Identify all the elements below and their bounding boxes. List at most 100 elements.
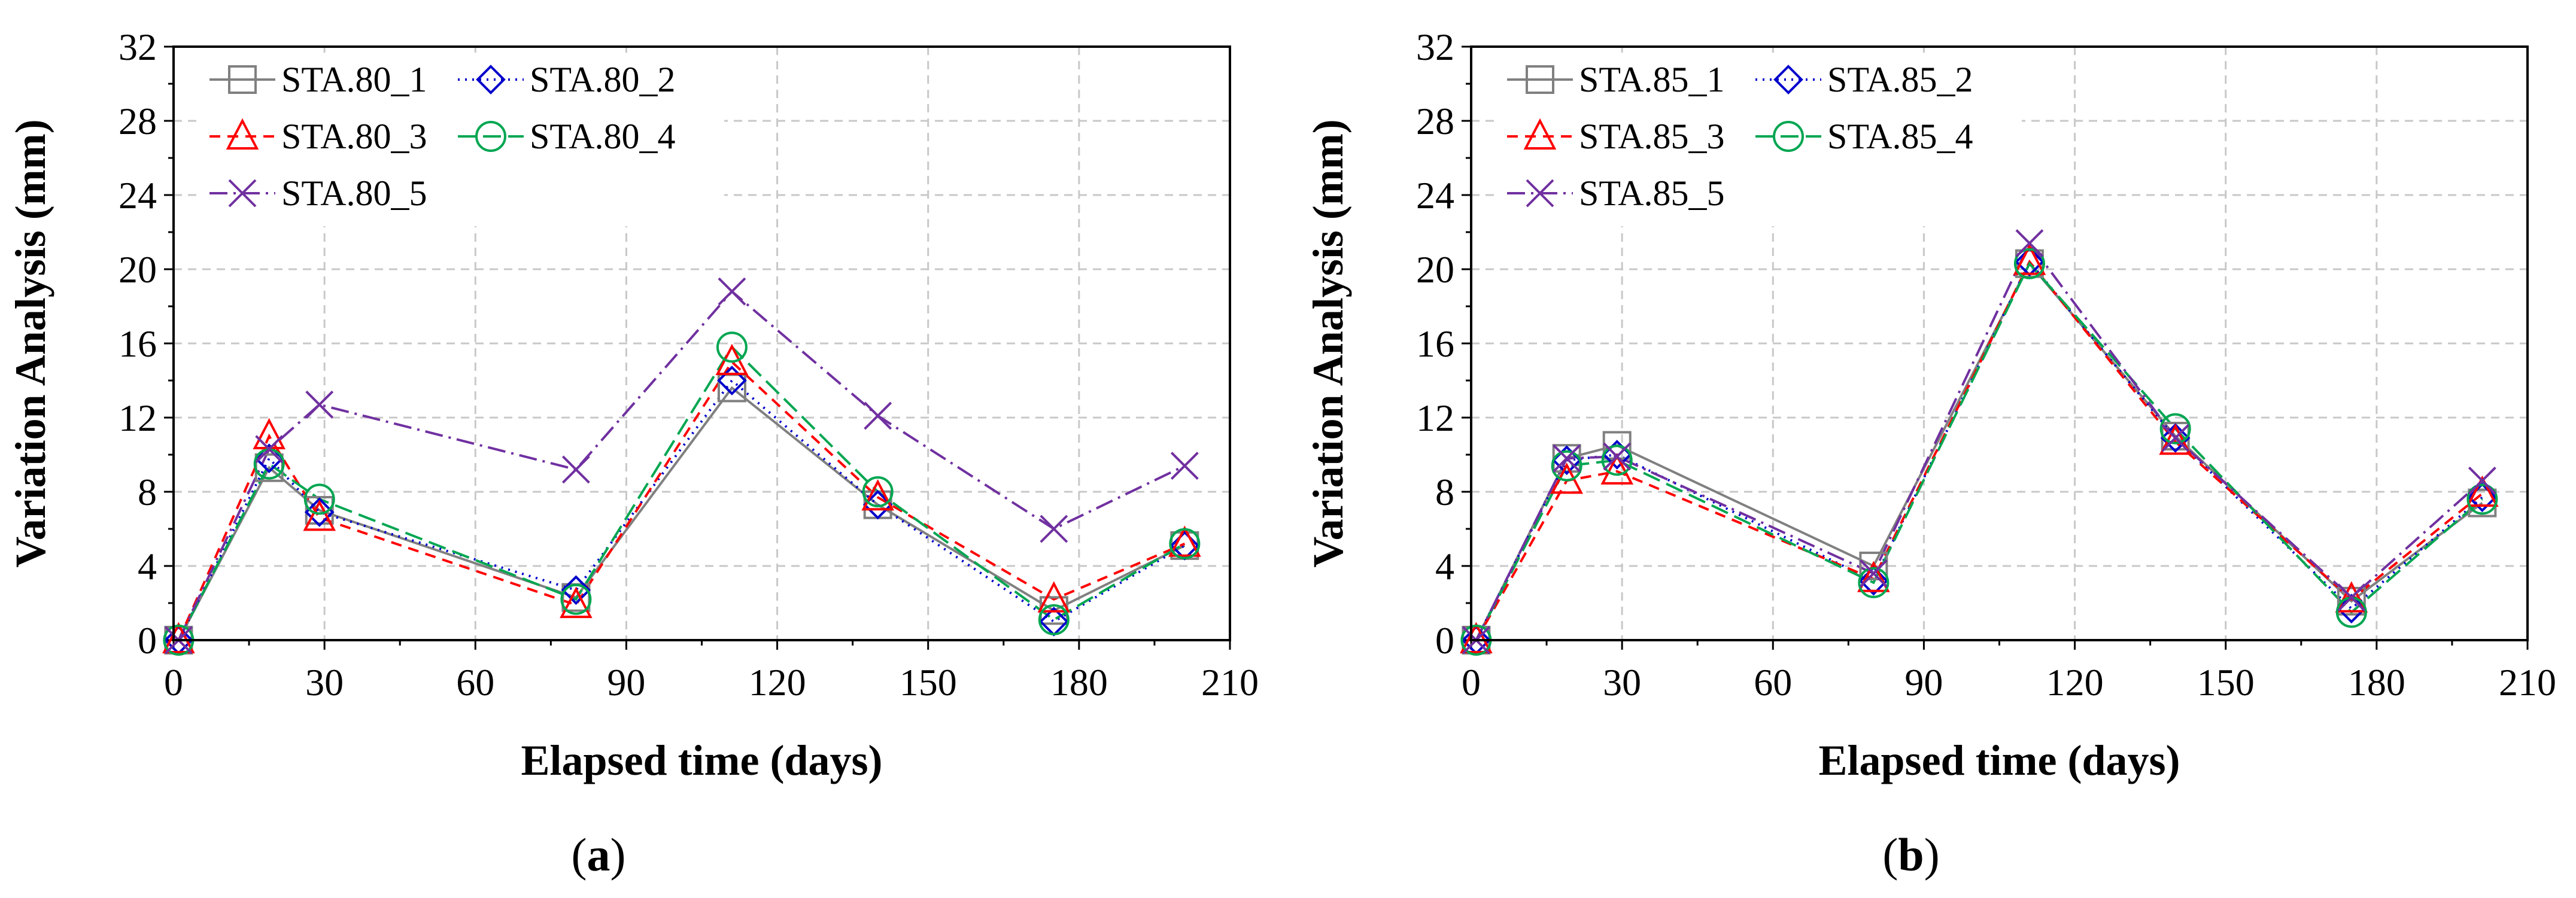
data-point-STA.85_4 [2466,483,2498,515]
caption-paren-open: ( [572,829,587,881]
data-point-STA.80_3 [861,479,894,511]
x-tick-label: 0 [1462,661,1481,704]
data-point-STA.80_5 [864,401,892,430]
y-tick-label: 28 [1416,100,1454,142]
data-point-STA.85_5 [2015,229,2044,258]
x-tick-label: 60 [1754,661,1792,704]
series-line-STA.80_2 [177,379,1186,641]
x-tick-label: 150 [900,661,957,704]
series-line-STA.85_2 [1475,259,2483,641]
data-point-STA.85_4 [1551,450,1582,482]
data-point-STA.80_5 [718,277,746,306]
y-tick-label: 0 [1435,619,1454,662]
data-point-STA.85_3 [1460,622,1493,653]
data-point-STA.85_3 [1600,453,1634,485]
data-point-STA.85_1 [1602,431,1632,460]
legend-label: STA.85_5 [1579,173,1725,213]
data-point-STA.80_3 [1168,525,1201,557]
y-tick-label: 20 [119,248,157,291]
data-point-STA.80_5 [255,435,284,464]
legend-label: STA.80_3 [281,117,427,156]
series-line-STA.85_5 [1475,241,2483,641]
data-point-STA.80_4 [1169,528,1201,559]
data-point-STA.80_2 [561,575,591,605]
legend-label: STA.85_1 [1579,60,1725,99]
data-point-STA.85_4 [1858,567,1890,598]
y-tick-label: 28 [119,100,157,142]
y-tick-label: 16 [119,322,157,365]
data-point-STA.80_3 [303,500,336,531]
x-tick-label: 60 [456,661,494,704]
data-point-STA.80_1 [305,496,334,525]
data-point-STA.85_3 [2013,243,2046,275]
data-point-STA.85_2 [1858,565,1889,596]
data-point-STA.85_4 [2013,248,2045,279]
y-tick-label: 20 [1416,248,1454,291]
y-tick-label: 8 [138,471,157,513]
x-tick-label: 90 [607,661,645,704]
data-point-STA.80_4 [862,476,894,507]
data-point-STA.85_5 [1859,559,1888,587]
y-tick-label: 12 [1416,397,1454,439]
panel-caption: (b) [1882,829,1939,881]
data-point-STA.85_2 [2160,423,2191,453]
x-tick-label: 90 [1904,661,1943,704]
y-tick-label: 0 [138,619,157,662]
data-point-STA.85_1 [1859,552,1888,580]
x-tick-label: 30 [305,661,344,704]
x-tick-label: 0 [164,661,183,704]
legend-marker-STA.80_4 [475,121,506,152]
data-point-STA.80_5 [561,455,590,484]
caption-paren-close: ) [1924,829,1940,881]
data-point-STA.80_3 [162,622,195,653]
y-tick-label: 24 [119,174,157,217]
series-line-STA.85_3 [1475,259,2483,641]
data-point-STA.80_2 [717,366,747,395]
legend-marker-STA.85_3 [1523,118,1557,150]
y-tick-label: 32 [1416,26,1454,68]
data-point-STA.80_5 [1040,515,1068,543]
x-tick-label: 180 [2348,661,2405,704]
data-point-STA.80_2 [304,497,335,527]
x-tick-label: 210 [2499,661,2556,704]
panel-caption: (a) [572,829,626,881]
caption-paren-close: ) [610,829,626,881]
x-tick-label: 150 [2197,661,2255,704]
legend-label: STA.80_1 [281,60,427,99]
legend-marker-STA.85_4 [1773,121,1804,152]
caption-paren-open: ( [1882,829,1898,881]
y-tick-label: 16 [1416,322,1454,365]
legend-label: STA.85_4 [1827,117,1973,156]
legend: STA.85_1 STA.85_2 STA.85_3 STA.85_4 STA.85_5 [1495,53,2022,226]
data-point-STA.80_4 [1038,604,1070,635]
legend-marker-STA.80_5 [228,179,257,208]
data-point-STA.85_3 [2335,581,2368,613]
legend-label: STA.85_3 [1579,117,1725,156]
x-tick-label: 120 [749,661,806,704]
data-point-STA.85_5 [1553,444,1581,473]
legend-marker-STA.85_1 [1526,65,1554,94]
y-axis-title: Variation Analysis (mm) [1304,119,1352,567]
legend-marker-STA.80_2 [476,65,506,95]
legend-label: STA.80_4 [530,117,676,156]
legend: STA.80_1 STA.80_2 STA.80_3 STA.80_4 STA.80_5 [198,53,724,226]
data-point-STA.85_5 [2337,583,2366,612]
x-axis-title: Elapsed time (days) [521,736,882,784]
legend-label: STA.85_2 [1827,60,1973,99]
chart-panel-b: 0 30 60 90 120 150 180 210 0 4 8 12 16 20 24 28 32 STA.85… [1304,26,2556,881]
data-point-STA.85_5 [2468,466,2496,495]
y-axis-title: Variation Analysis (mm) [7,119,54,567]
data-point-STA.85_2 [2337,593,2367,624]
legend-marker-STA.85_5 [1526,179,1554,208]
x-tick-label: 120 [2046,661,2104,704]
data-point-STA.85_1 [2337,586,2366,616]
data-point-STA.85_3 [1857,561,1890,592]
data-point-STA.85_4 [1601,445,1633,476]
data-point-STA.85_3 [2466,475,2499,507]
data-point-STA.80_3 [1037,581,1071,613]
series-group [162,277,1201,656]
data-point-STA.80_4 [303,483,335,515]
x-tick-label: 210 [1201,661,1259,704]
plot-frame [172,45,1231,641]
